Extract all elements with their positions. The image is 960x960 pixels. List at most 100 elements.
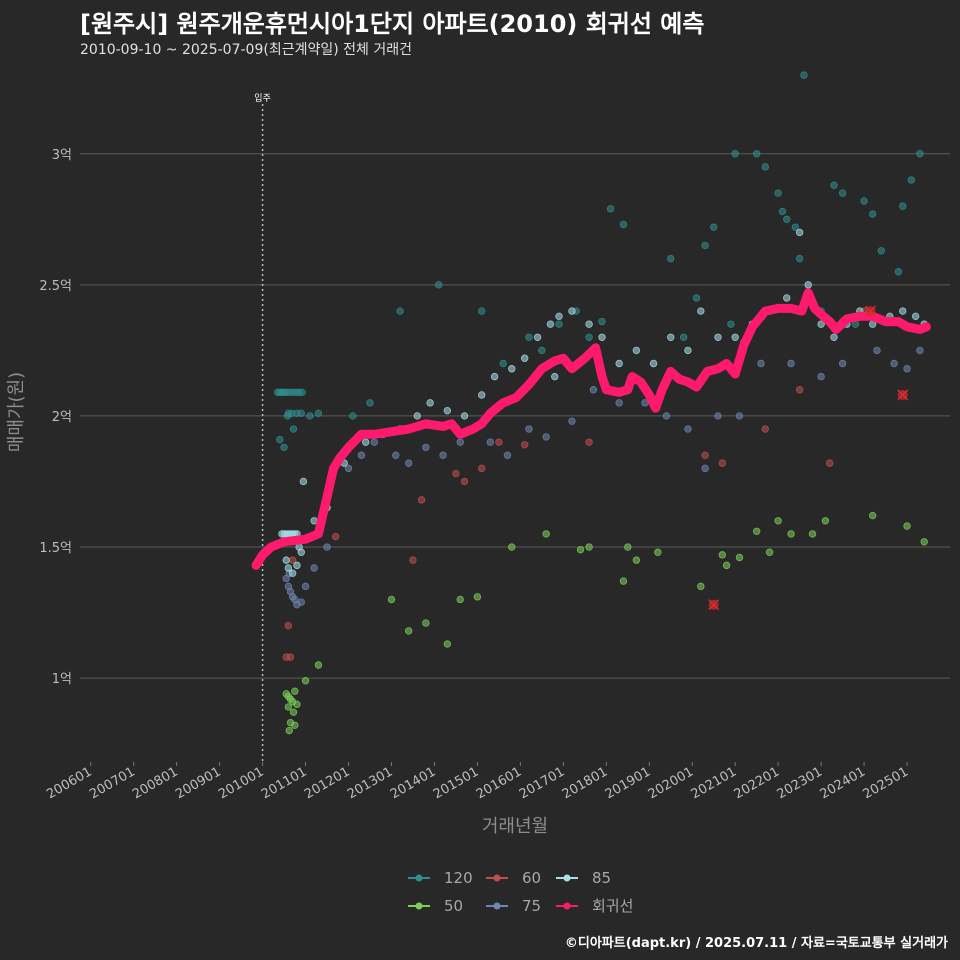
point-85	[288, 569, 297, 577]
point-85	[830, 333, 838, 341]
point-75	[486, 438, 494, 446]
legend-item-회귀선: 회귀선	[556, 897, 633, 915]
point-120	[298, 388, 306, 397]
x-tick-label: 201401	[388, 764, 438, 802]
point-120	[838, 189, 847, 197]
point-120	[783, 215, 791, 224]
point-50	[722, 561, 731, 570]
point-50	[735, 553, 744, 562]
point-60	[795, 386, 804, 394]
cancelled-cross	[864, 305, 877, 317]
point-50	[291, 687, 299, 695]
point-85	[795, 228, 804, 237]
point-120	[877, 247, 885, 255]
y-tick-label: 2억	[52, 410, 72, 425]
point-85	[478, 391, 486, 399]
point-75	[568, 417, 576, 425]
point-120	[679, 333, 688, 341]
point-85	[460, 412, 469, 420]
cancelled-cross	[708, 599, 720, 611]
point-50	[293, 700, 301, 709]
legend-swatch-dot	[415, 902, 423, 910]
legend-swatch-dot	[493, 902, 501, 910]
point-75	[817, 372, 825, 381]
point-60	[520, 441, 529, 449]
point-50	[289, 708, 298, 716]
point-50	[619, 577, 628, 585]
point-75	[757, 359, 765, 368]
point-120	[555, 320, 563, 328]
cancelled-points	[708, 305, 909, 611]
point-75	[456, 438, 464, 446]
point-120	[774, 189, 782, 197]
point-50	[632, 556, 641, 564]
legend-label: 60	[522, 869, 541, 887]
point-75	[838, 359, 847, 368]
point-50	[868, 511, 877, 520]
footer-credit: ©디아파트(dapt.kr) / 2025.07.11 / 자료=국토교통부 실…	[564, 936, 948, 951]
x-tick-label: 201801	[560, 764, 610, 802]
point-85	[899, 307, 907, 315]
point-50	[920, 538, 928, 546]
legend-swatch-dot	[415, 874, 423, 882]
point-120	[525, 333, 533, 341]
point-120	[907, 176, 916, 184]
point-50	[787, 530, 795, 538]
point-60	[460, 477, 469, 486]
point-60	[585, 438, 593, 446]
x-tick-label: 200901	[173, 764, 223, 802]
point-75	[370, 438, 378, 446]
y-tick-label: 3억	[52, 148, 72, 163]
point-120	[283, 412, 292, 420]
point-120	[598, 317, 606, 326]
point-120	[306, 412, 314, 420]
point-75	[735, 412, 744, 420]
move-in-label: 입주	[254, 92, 271, 104]
y-tick-label: 2.5억	[39, 279, 72, 294]
grid-lines	[80, 153, 950, 679]
legend-swatch-dot	[563, 902, 571, 910]
point-60	[826, 459, 834, 467]
point-60	[701, 451, 709, 459]
legend-item-75: 75	[486, 897, 541, 915]
point-120	[435, 281, 443, 289]
point-120	[830, 181, 838, 189]
x-tick-label: 202501	[861, 764, 911, 802]
point-85	[293, 561, 301, 570]
point-85	[697, 307, 705, 315]
point-120	[868, 210, 877, 218]
point-120	[349, 412, 357, 420]
point-50	[291, 721, 299, 729]
point-120	[280, 443, 288, 452]
point-85	[568, 307, 576, 315]
point-75	[301, 582, 310, 591]
point-50	[443, 640, 452, 648]
x-tick-label: 200801	[130, 764, 180, 802]
point-85	[546, 320, 555, 328]
point-120	[727, 320, 735, 328]
point-85	[284, 564, 293, 572]
point-60	[718, 459, 726, 467]
point-50	[314, 661, 323, 669]
point-50	[774, 517, 782, 525]
point-75	[684, 425, 692, 433]
point-75	[422, 443, 430, 452]
move-in-annotation: 입주	[254, 92, 271, 762]
point-85	[282, 556, 290, 564]
legend-label: 50	[444, 897, 463, 915]
point-120	[710, 223, 718, 231]
point-75	[589, 386, 598, 394]
point-50	[422, 619, 430, 627]
scatter-points	[273, 71, 928, 735]
y-tick-label: 1.5억	[39, 541, 72, 556]
point-75	[890, 359, 898, 368]
point-85	[508, 365, 516, 373]
point-75	[701, 464, 709, 473]
point-85	[649, 359, 658, 368]
x-tick-label: 200601	[44, 764, 94, 802]
point-120	[606, 205, 615, 213]
point-75	[787, 359, 795, 368]
point-85	[299, 477, 308, 486]
x-tick-label: 200701	[87, 764, 137, 802]
point-75	[357, 451, 366, 459]
